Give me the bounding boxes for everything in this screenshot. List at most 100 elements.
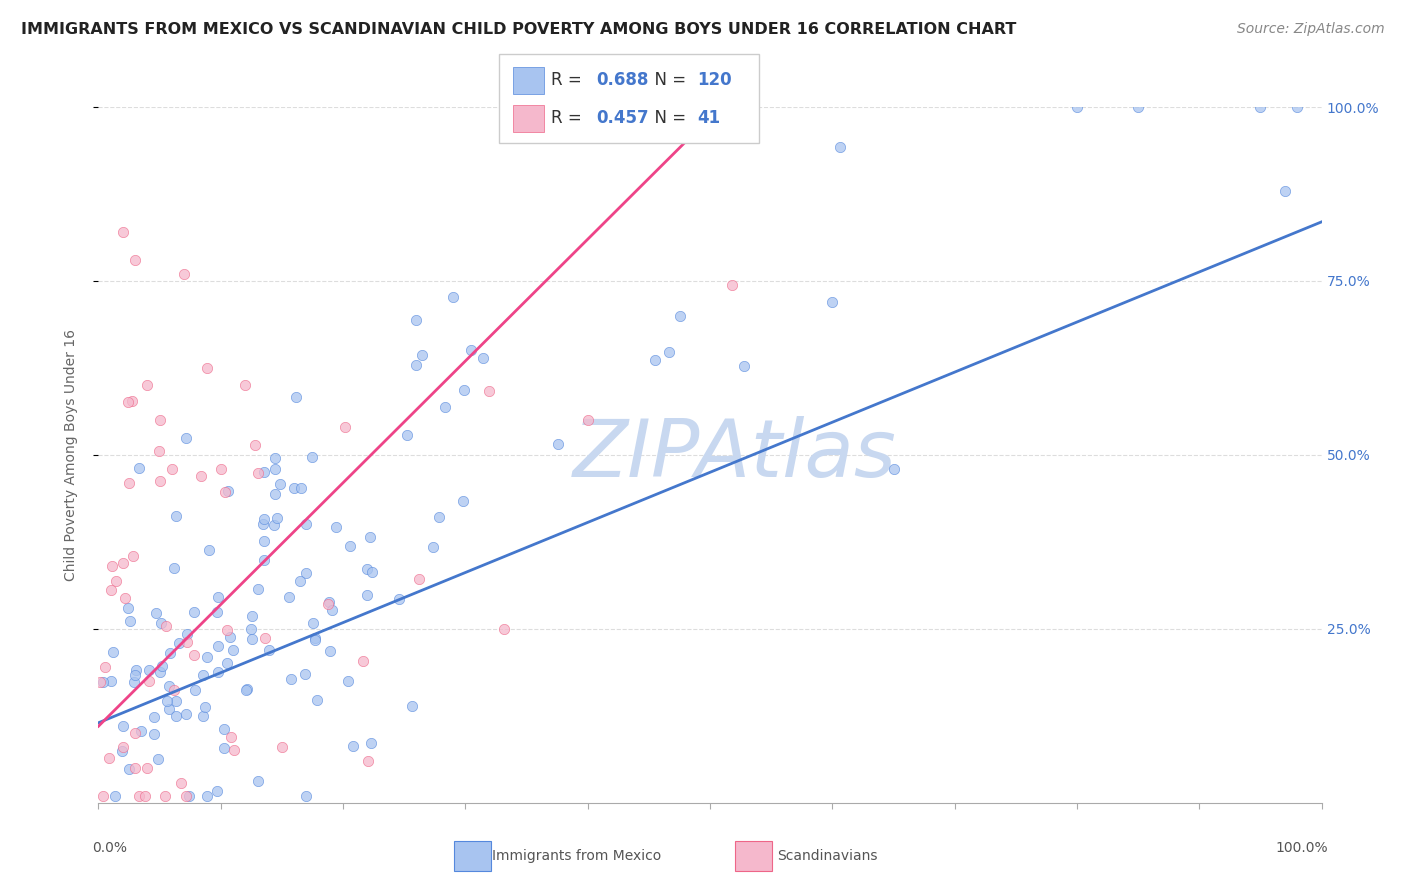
Point xyxy=(342,739,364,753)
Point xyxy=(408,572,430,586)
Text: R =: R = xyxy=(551,71,588,89)
Point xyxy=(222,743,245,757)
Point xyxy=(316,597,339,611)
Point xyxy=(122,549,145,563)
Point xyxy=(252,552,274,566)
Text: Source: ZipAtlas.com: Source: ZipAtlas.com xyxy=(1237,22,1385,37)
Point xyxy=(547,437,569,451)
Point xyxy=(91,789,114,803)
Point xyxy=(142,726,165,740)
Point xyxy=(828,140,851,154)
Point xyxy=(451,493,474,508)
Point xyxy=(441,290,464,304)
Point xyxy=(284,390,307,404)
Point xyxy=(157,679,180,693)
Point xyxy=(388,592,411,607)
Point xyxy=(252,517,274,532)
Y-axis label: Child Poverty Among Boys Under 16: Child Poverty Among Boys Under 16 xyxy=(63,329,77,581)
Point xyxy=(215,656,238,670)
Point xyxy=(254,631,277,645)
Point xyxy=(217,623,239,637)
Point xyxy=(91,675,114,690)
Point xyxy=(356,588,378,602)
Point xyxy=(159,646,181,660)
Point xyxy=(214,722,236,736)
Point xyxy=(359,530,381,544)
Point xyxy=(111,225,134,239)
Point xyxy=(183,682,205,697)
Point xyxy=(100,559,122,574)
Point xyxy=(195,789,218,803)
Point xyxy=(165,509,187,524)
Point xyxy=(157,702,180,716)
Point xyxy=(733,359,755,374)
Point xyxy=(246,466,269,480)
Point xyxy=(264,462,287,476)
Point xyxy=(124,726,146,740)
Point xyxy=(101,645,124,659)
Point xyxy=(280,672,302,686)
Point xyxy=(1128,100,1150,114)
Point xyxy=(121,393,143,408)
Point xyxy=(356,754,378,768)
Point xyxy=(721,277,744,292)
Point xyxy=(243,438,266,452)
Point xyxy=(149,474,172,488)
Point xyxy=(318,644,340,658)
Point xyxy=(360,566,382,580)
Point xyxy=(222,642,245,657)
Text: Scandinavians: Scandinavians xyxy=(778,849,877,863)
Point xyxy=(325,520,347,534)
Point xyxy=(240,632,263,647)
Point xyxy=(191,668,214,682)
Point xyxy=(405,313,427,327)
Point xyxy=(352,654,374,668)
Point xyxy=(669,309,692,323)
Point xyxy=(193,709,215,723)
Point xyxy=(205,784,228,798)
Point xyxy=(183,605,205,619)
Point xyxy=(125,663,148,677)
Point xyxy=(277,590,299,604)
Point xyxy=(246,582,269,596)
Point xyxy=(301,450,323,464)
Point xyxy=(97,750,120,764)
Text: IMMIGRANTS FROM MEXICO VS SCANDINAVIAN CHILD POVERTY AMONG BOYS UNDER 16 CORRELA: IMMIGRANTS FROM MEXICO VS SCANDINAVIAN C… xyxy=(21,22,1017,37)
Text: 0.457: 0.457 xyxy=(596,109,648,128)
Point xyxy=(100,674,122,689)
Point xyxy=(263,518,285,533)
Point xyxy=(149,615,172,630)
Point xyxy=(427,510,450,524)
Point xyxy=(128,461,150,475)
Point xyxy=(478,384,501,398)
Point xyxy=(360,735,382,749)
Point xyxy=(240,622,263,636)
Point xyxy=(821,294,844,309)
Point xyxy=(356,561,378,575)
Point xyxy=(207,591,229,605)
Point xyxy=(453,383,475,397)
Point xyxy=(1249,100,1271,114)
Point xyxy=(290,481,312,495)
Point xyxy=(142,710,165,724)
Text: Immigrants from Mexico: Immigrants from Mexico xyxy=(492,849,661,863)
Point xyxy=(235,683,257,698)
Point xyxy=(492,623,515,637)
Point xyxy=(295,789,318,803)
Point xyxy=(129,723,152,738)
Point xyxy=(145,607,167,621)
Point xyxy=(304,631,326,645)
Point xyxy=(152,659,174,673)
Point xyxy=(472,351,495,366)
Point xyxy=(658,345,681,359)
Point xyxy=(235,681,257,696)
Point xyxy=(644,353,666,368)
Point xyxy=(576,413,599,427)
Point xyxy=(160,462,183,476)
Point xyxy=(395,427,418,442)
Point xyxy=(195,649,218,664)
Point xyxy=(148,444,170,458)
Point xyxy=(1286,100,1309,114)
Point xyxy=(422,540,444,554)
Text: ZIPAtlas: ZIPAtlas xyxy=(572,416,897,494)
